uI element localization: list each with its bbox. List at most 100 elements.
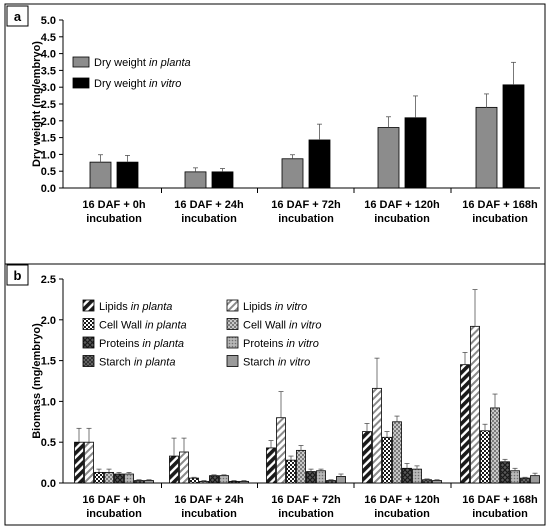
y-tick-label: 0.5 <box>41 166 56 178</box>
bar <box>306 471 316 484</box>
bar <box>89 161 112 189</box>
bar <box>326 480 336 484</box>
bar <box>530 475 540 484</box>
bar <box>308 139 331 189</box>
x-tick-label: incubation <box>374 213 430 225</box>
chart-panel-b: b 0.0 0.5 1.0 1.5 2.0 2.5 Biomass (mg/embryo) 16… <box>4 263 546 526</box>
bar <box>520 477 530 484</box>
legend-entry: Dry weight in vitro <box>94 78 181 90</box>
bar <box>116 161 139 189</box>
legend-entry: Cell Wall in planta <box>99 320 187 332</box>
legend-entry: Dry weight in planta <box>94 57 191 69</box>
panel-label: a <box>14 9 22 24</box>
x-tick-label: incubation <box>472 508 528 520</box>
bar <box>219 475 229 484</box>
bar <box>500 461 510 484</box>
bar <box>316 470 326 484</box>
x-tick-label: 16 DAF + 24h <box>174 494 244 506</box>
bar <box>124 473 134 484</box>
y-tick-label: 1.0 <box>41 149 56 161</box>
panel-border <box>4 263 546 526</box>
legend-swatch <box>82 299 95 312</box>
bar <box>276 417 286 484</box>
bar <box>392 421 402 484</box>
bar <box>169 455 179 484</box>
legend-swatch <box>226 355 239 367</box>
legend-entry: Starch in vitro <box>243 357 310 369</box>
bar <box>490 407 500 484</box>
y-tick-label: 2.0 <box>41 315 56 327</box>
bar <box>362 431 372 484</box>
legend-entry: Starch in planta <box>99 357 175 369</box>
bar <box>266 447 276 484</box>
legend-swatch <box>226 318 239 330</box>
bar <box>404 117 427 189</box>
y-tick-label: 5.0 <box>41 15 56 27</box>
x-tick-label: 16 DAF + 168h <box>462 494 538 506</box>
chart-panel-a: a 0.0 0.5 1.0 1.5 2.0 2.5 3.0 3.5 4.0 4.5 5.0 Dry we… <box>4 3 546 265</box>
bar <box>372 387 382 484</box>
bar <box>184 171 207 189</box>
x-tick-label: incubation <box>86 508 142 520</box>
legend: Dry weight in planta Dry weight in vitro <box>72 56 191 90</box>
panel-label: b <box>14 268 22 283</box>
bar <box>460 364 470 484</box>
panel-border <box>4 3 546 265</box>
bar <box>480 430 490 484</box>
x-tick-label: 16 DAF + 24h <box>174 199 244 211</box>
bar <box>336 476 346 484</box>
x-tick-label: 16 DAF + 72h <box>271 494 341 506</box>
bar <box>382 436 392 484</box>
y-tick-label: 0.0 <box>41 478 56 490</box>
x-tick-label: incubation <box>472 213 528 225</box>
legend-swatch <box>72 56 90 68</box>
bar <box>229 480 239 484</box>
bar <box>94 471 104 484</box>
x-tick-label: 16 DAF + 168h <box>462 199 538 211</box>
y-axis-title: Biomass (mg/embryo) <box>31 323 43 439</box>
bar <box>144 480 154 484</box>
y-tick-label: 2.5 <box>41 99 56 111</box>
legend-entry: Lipids in vitro <box>243 301 307 313</box>
x-tick-label: 16 DAF + 72h <box>271 199 341 211</box>
bar <box>189 477 199 484</box>
y-tick-label: 3.5 <box>41 65 56 77</box>
y-axis-title: Dry weight (mg/embryo) <box>31 41 43 167</box>
legend-swatch <box>82 318 95 330</box>
legend-swatch <box>82 336 95 349</box>
x-tick-label: incubation <box>278 508 334 520</box>
legend-swatch <box>226 299 239 312</box>
y-tick-label: 4.0 <box>41 49 56 61</box>
y-tick-label: 0.0 <box>41 183 56 195</box>
bar <box>104 471 114 484</box>
bar <box>199 480 209 484</box>
x-tick-label: 16 DAF + 120h <box>364 199 440 211</box>
bar <box>239 480 249 484</box>
x-tick-label: incubation <box>181 213 237 225</box>
bar <box>412 468 422 484</box>
bar <box>470 325 480 484</box>
bar <box>475 106 498 189</box>
x-tick-label: 16 DAF + 120h <box>364 494 440 506</box>
bar <box>281 158 304 189</box>
bar <box>74 441 84 484</box>
panel-label-box <box>6 264 29 286</box>
x-tick-label: incubation <box>86 213 142 225</box>
bar <box>209 475 219 484</box>
y-tick-label: 2.5 <box>41 274 56 286</box>
x-tick-label: incubation <box>278 213 334 225</box>
legend-entry: Cell Wall in vitro <box>243 320 321 332</box>
bar <box>432 480 442 484</box>
y-tick-label: 4.5 <box>41 32 56 44</box>
bar <box>502 84 525 189</box>
legend-swatch <box>226 336 239 349</box>
x-tick-label: incubation <box>181 508 237 520</box>
y-tick-label: 1.5 <box>41 356 56 368</box>
bar <box>114 473 124 484</box>
bar <box>510 470 520 484</box>
x-tick-label: 16 DAF + 0h <box>82 494 146 506</box>
bar <box>211 171 234 189</box>
panel-label-box <box>6 5 29 27</box>
x-tick-label: 16 DAF + 0h <box>82 199 146 211</box>
y-tick-label: 1.0 <box>41 396 56 408</box>
